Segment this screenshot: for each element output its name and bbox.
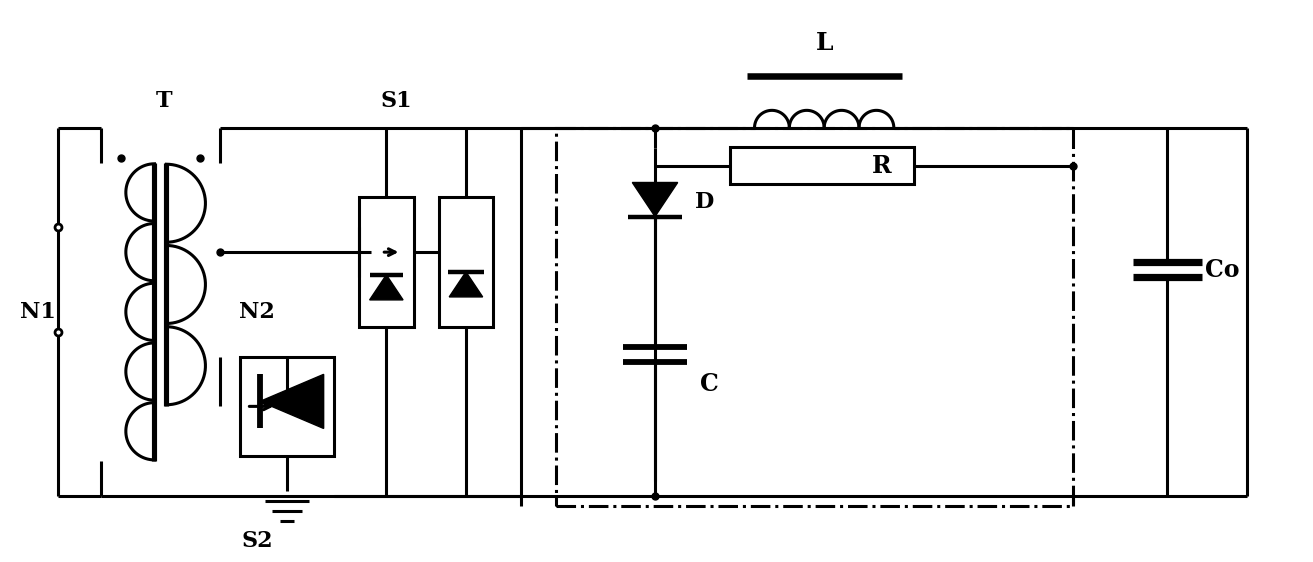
Bar bbox=[439, 197, 494, 327]
Bar bbox=[358, 197, 414, 327]
Text: Co: Co bbox=[1205, 257, 1239, 282]
Polygon shape bbox=[449, 272, 483, 297]
Text: L: L bbox=[815, 31, 832, 55]
Polygon shape bbox=[370, 275, 403, 300]
Text: S1: S1 bbox=[381, 90, 412, 112]
Text: D: D bbox=[695, 192, 714, 214]
Bar bbox=[239, 357, 334, 456]
Bar bbox=[555, 128, 1073, 506]
Text: S2: S2 bbox=[242, 530, 273, 552]
Text: N2: N2 bbox=[239, 301, 274, 323]
Text: R: R bbox=[872, 153, 892, 178]
Polygon shape bbox=[260, 374, 323, 428]
Bar bbox=[730, 147, 914, 184]
Text: C: C bbox=[700, 372, 720, 396]
Text: N1: N1 bbox=[20, 301, 56, 323]
Polygon shape bbox=[633, 183, 678, 216]
Text: T: T bbox=[156, 90, 173, 112]
